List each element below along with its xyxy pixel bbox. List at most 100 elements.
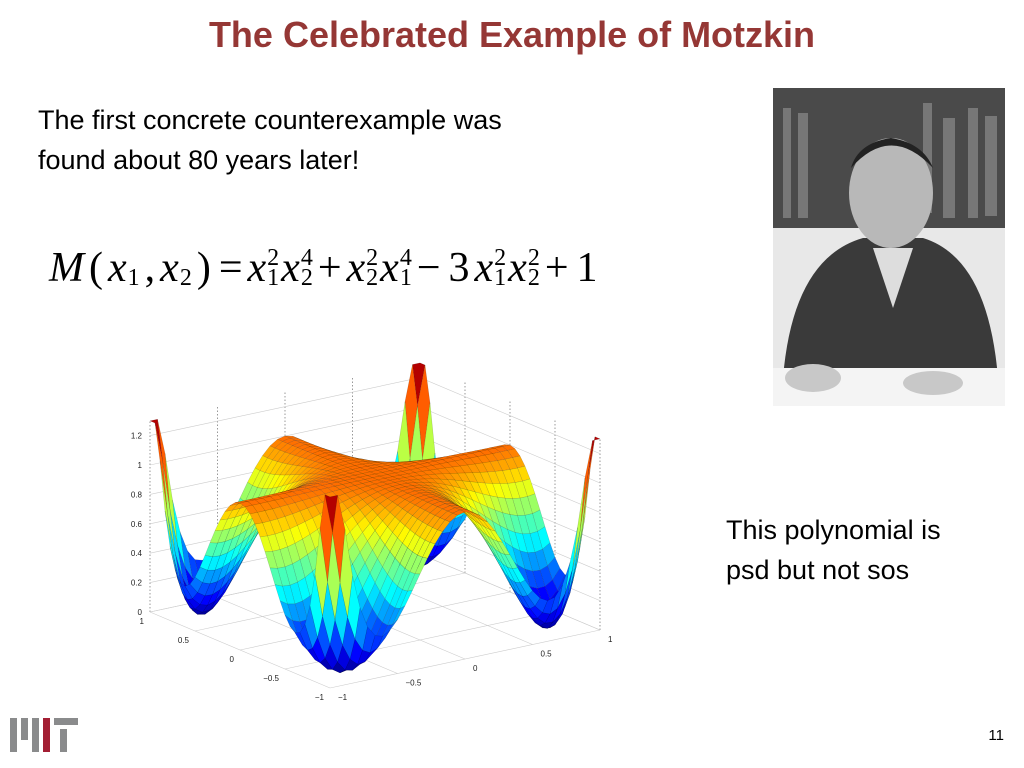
surface-patch bbox=[314, 448, 328, 451]
box-grid bbox=[419, 553, 601, 631]
surface-patch bbox=[514, 532, 528, 553]
surface-patch bbox=[439, 495, 453, 503]
formula-symbol: M bbox=[49, 245, 84, 291]
superscript: 2 bbox=[267, 245, 280, 271]
subscript: 2 bbox=[527, 265, 540, 291]
y-tick-label: 0 bbox=[473, 664, 478, 673]
portrait-photo bbox=[773, 88, 1005, 406]
surface-patch bbox=[169, 510, 183, 578]
formula-symbol: x bbox=[474, 245, 494, 291]
surface-patch bbox=[527, 493, 541, 514]
z-tick-label: 0 bbox=[138, 608, 143, 617]
text-line: found about 80 years later! bbox=[38, 145, 360, 175]
surface-patch bbox=[384, 580, 398, 605]
surface-patch bbox=[164, 453, 178, 546]
surface-patch bbox=[559, 568, 573, 615]
text-line: psd but not sos bbox=[726, 555, 910, 585]
hair bbox=[851, 138, 933, 168]
surface-patch bbox=[527, 552, 541, 572]
formula-token: + bbox=[318, 244, 342, 292]
surface-patch bbox=[284, 464, 298, 476]
surface-patch bbox=[582, 436, 596, 527]
surface-patch bbox=[279, 463, 293, 476]
intro-text: The first concrete counterexample was fo… bbox=[38, 100, 502, 180]
z-tick-label: 0.2 bbox=[131, 579, 143, 588]
surface-patch bbox=[507, 579, 521, 602]
surface-patch bbox=[397, 499, 411, 509]
subscript: 2 bbox=[366, 265, 379, 291]
formula-token: = bbox=[219, 244, 243, 292]
x-tick-label: 1 bbox=[140, 617, 145, 626]
surface-patch bbox=[272, 450, 286, 462]
surface-patch bbox=[384, 501, 398, 513]
surface-patch bbox=[382, 462, 396, 466]
surface-patch bbox=[391, 475, 406, 479]
formula-token: M bbox=[49, 244, 84, 292]
surface-patch bbox=[402, 488, 416, 494]
surface-patch bbox=[587, 436, 601, 478]
surface-patch bbox=[579, 440, 593, 531]
formula-symbol: x bbox=[160, 245, 179, 291]
surface-patch bbox=[242, 523, 256, 543]
surface-patch bbox=[464, 512, 478, 528]
surface-patch bbox=[391, 465, 406, 470]
surface-patch bbox=[329, 473, 344, 478]
surface-patch bbox=[482, 519, 496, 532]
surface-patch bbox=[174, 569, 188, 600]
surface-patch bbox=[277, 451, 291, 464]
formula-token: 3 bbox=[449, 244, 470, 292]
surface-patch bbox=[272, 474, 286, 489]
formula-symbol: x bbox=[281, 245, 300, 291]
surface-patch bbox=[487, 448, 501, 454]
formula-token: ( bbox=[89, 244, 103, 292]
surface-patch bbox=[489, 529, 503, 543]
subscript: 2 bbox=[300, 265, 313, 291]
surface-patch bbox=[344, 478, 358, 483]
surface-patch bbox=[472, 515, 486, 528]
surface-patch bbox=[359, 459, 373, 462]
formula-symbol: 3 bbox=[448, 245, 470, 291]
page-number: 11 bbox=[988, 727, 1004, 744]
surface-patch bbox=[429, 482, 443, 489]
superscript: 2 bbox=[366, 245, 379, 271]
surface-patch bbox=[327, 450, 341, 454]
surface-patch bbox=[557, 562, 571, 609]
surface-patch bbox=[409, 497, 423, 506]
face bbox=[849, 138, 933, 248]
surface-patch bbox=[492, 551, 506, 574]
surface-patch bbox=[184, 583, 198, 599]
surface-patch bbox=[389, 462, 403, 465]
surface-patch bbox=[239, 482, 253, 503]
surface-patch bbox=[242, 499, 256, 502]
suit bbox=[783, 238, 998, 378]
surface-patch bbox=[542, 596, 556, 615]
surface-patch bbox=[514, 480, 528, 499]
superscript: 4 bbox=[399, 245, 412, 271]
surface-patch bbox=[359, 504, 373, 517]
formula-scripts: 1 bbox=[128, 248, 140, 290]
formula-token: 1 bbox=[577, 244, 598, 292]
surface-patch bbox=[292, 456, 306, 466]
formula-symbol: ( bbox=[89, 245, 103, 291]
hand bbox=[903, 371, 963, 395]
surface-patch bbox=[437, 519, 451, 532]
formula-token: , bbox=[145, 244, 156, 292]
surface-patch bbox=[519, 496, 533, 516]
surface-patch bbox=[302, 485, 316, 489]
subscript: 2 bbox=[179, 265, 192, 291]
box-grid bbox=[149, 377, 421, 436]
surface-patch bbox=[209, 566, 223, 585]
surface-patch bbox=[402, 469, 416, 474]
x-tick-label: 0.5 bbox=[178, 636, 190, 645]
surface-patch bbox=[549, 584, 563, 615]
surface-patch bbox=[422, 470, 436, 475]
superscript: 4 bbox=[300, 245, 313, 271]
